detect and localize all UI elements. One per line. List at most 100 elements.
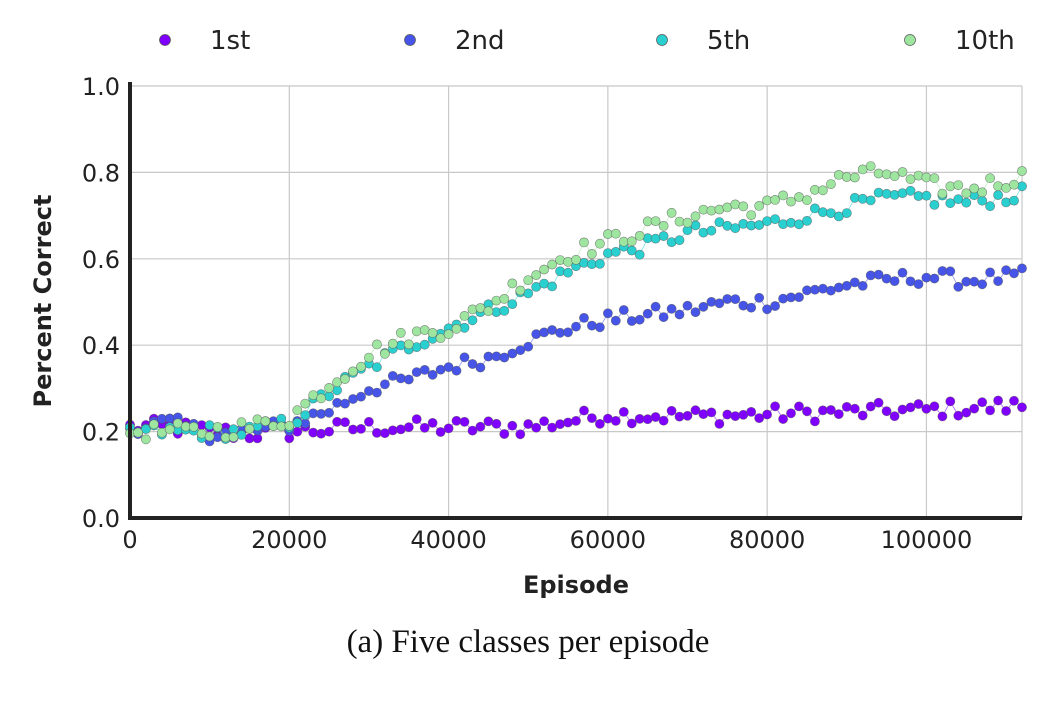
data-point	[555, 419, 565, 429]
data-point	[650, 412, 661, 422]
data-point	[403, 422, 414, 433]
data-point	[419, 339, 430, 350]
data-point	[833, 282, 844, 293]
data-point	[802, 406, 812, 417]
data-point	[714, 298, 725, 309]
data-point	[937, 411, 948, 422]
legend-marker	[159, 34, 171, 46]
data-point	[722, 409, 733, 420]
y-tick-label: 0.0	[82, 505, 120, 533]
data-point	[841, 208, 852, 218]
data-point	[857, 410, 868, 421]
data-point	[865, 401, 876, 412]
data-point	[698, 227, 709, 238]
data-point	[1017, 263, 1027, 274]
data-point	[324, 407, 334, 418]
data-point	[993, 190, 1003, 200]
data-point	[857, 193, 868, 204]
data-point	[435, 333, 446, 343]
data-point	[443, 423, 454, 434]
data-point	[563, 267, 573, 278]
data-point	[292, 405, 303, 416]
data-point	[324, 382, 334, 393]
data-point	[523, 275, 534, 285]
data-point	[371, 387, 382, 398]
data-point	[483, 306, 494, 317]
data-point	[929, 173, 940, 184]
y-tick-label: 0.6	[82, 246, 120, 274]
data-point	[419, 364, 430, 375]
data-point	[340, 417, 350, 428]
data-point	[658, 312, 669, 322]
data-point	[658, 231, 669, 241]
data-point	[770, 214, 780, 224]
data-point	[794, 401, 804, 412]
data-point	[563, 256, 573, 267]
data-point	[818, 185, 828, 196]
data-point	[523, 341, 534, 352]
data-point	[865, 161, 876, 171]
data-point	[499, 293, 510, 304]
data-point	[1017, 166, 1027, 176]
data-point	[674, 216, 685, 227]
data-point	[889, 171, 900, 182]
data-point	[778, 190, 788, 201]
data-point	[595, 238, 605, 249]
series-layer	[125, 161, 1027, 447]
data-point	[977, 397, 988, 408]
data-point	[985, 201, 995, 212]
data-point	[929, 199, 940, 210]
data-point	[977, 195, 988, 206]
x-tick-label: 80000	[729, 526, 805, 554]
legend-label: 10th	[955, 26, 1015, 56]
x-axis-title: Episode	[523, 571, 629, 599]
data-point	[833, 409, 844, 419]
data-point	[993, 276, 1003, 286]
data-point	[363, 352, 374, 363]
data-point	[921, 190, 932, 201]
data-point	[826, 179, 836, 189]
data-point	[897, 267, 908, 278]
data-point	[634, 230, 645, 241]
data-point	[324, 391, 334, 402]
data-point	[666, 405, 677, 416]
y-tick-label: 0.8	[82, 159, 120, 187]
data-point	[746, 302, 757, 313]
data-point	[427, 327, 438, 338]
data-point	[379, 348, 390, 359]
data-point	[371, 362, 382, 373]
data-point	[587, 248, 597, 259]
data-point	[212, 421, 223, 432]
data-point	[188, 421, 199, 432]
tick-labels: 0 20000 40000 60000 80000 100000 0.0 0.2 0.4 0.6 0…	[82, 73, 972, 554]
data-point	[419, 422, 430, 433]
data-point	[905, 174, 916, 185]
data-point	[905, 185, 916, 196]
data-point	[475, 362, 486, 373]
data-point	[610, 228, 621, 239]
data-point	[1017, 402, 1027, 413]
data-point	[284, 420, 295, 431]
data-point	[356, 423, 366, 434]
data-point	[555, 255, 565, 265]
legend-marker	[656, 34, 668, 46]
figure-caption: (a) Five classes per episode	[347, 624, 710, 660]
data-point	[873, 397, 884, 408]
data-point	[945, 266, 956, 277]
data-point	[810, 416, 820, 427]
data-point	[770, 301, 780, 311]
data-point	[459, 352, 470, 363]
legend-item-1st: 1st	[159, 26, 250, 56]
data-point	[977, 279, 988, 290]
series-10th	[125, 161, 1027, 445]
series-line-10th	[129, 165, 1023, 440]
data-point	[236, 417, 247, 428]
legend-marker	[904, 34, 916, 46]
data-point	[1017, 181, 1027, 192]
data-point	[810, 203, 820, 214]
legend-label: 5th	[707, 26, 750, 56]
data-point	[802, 195, 812, 206]
data-point	[786, 217, 796, 228]
data-point	[459, 310, 470, 321]
x-tick-label: 40000	[410, 526, 486, 554]
